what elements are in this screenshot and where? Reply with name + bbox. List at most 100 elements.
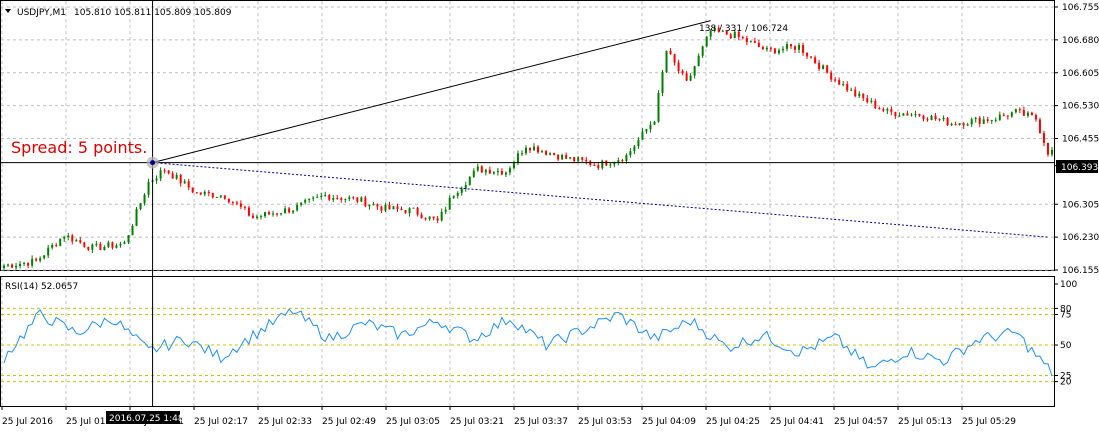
candle-body (890, 109, 893, 112)
candle-body (392, 206, 395, 210)
candle-body (589, 161, 592, 165)
candle-body (822, 65, 825, 70)
rsi-tick-label: 80 (1060, 304, 1072, 314)
candle-body (203, 191, 206, 195)
candle-body (468, 176, 471, 186)
candle-body (882, 109, 885, 111)
candle-body (63, 237, 66, 239)
candle-body (814, 57, 817, 63)
price-panel[interactable] (0, 0, 1055, 271)
candle-body (577, 157, 580, 162)
candle-body (328, 195, 331, 200)
candle-body (689, 75, 692, 81)
candle-body (902, 113, 905, 116)
rsi-tick-label: 100 (1060, 280, 1077, 290)
trendlines-layer[interactable] (1, 1, 1054, 406)
candle-body (794, 46, 797, 50)
candle-body (408, 208, 411, 214)
candle-body (404, 210, 407, 214)
time-tick-label: 25 Jul 05:13 (898, 417, 952, 427)
candle-body (549, 153, 552, 155)
rsi-panel[interactable] (0, 276, 1055, 407)
candle-body (251, 215, 254, 218)
candle-body (424, 218, 427, 220)
candle-body (1026, 112, 1029, 116)
candle-body (693, 66, 696, 76)
candle-body (705, 36, 708, 47)
candle-body (380, 206, 383, 211)
time-tick-label: 25 Jul 04:57 (834, 417, 888, 427)
candle-body (360, 197, 363, 202)
candle-body (300, 202, 303, 205)
symbol-dropdown-icon[interactable] (5, 9, 11, 13)
candle-body (195, 192, 198, 194)
candle-body (312, 197, 315, 199)
candle-body (942, 117, 945, 120)
candle-body (946, 117, 949, 126)
candle-body (520, 153, 523, 155)
candle-body (573, 157, 576, 162)
candle-body (930, 115, 933, 121)
candle-body (320, 196, 323, 198)
rsi-tick-label: 75 (1060, 311, 1071, 321)
candle-body (541, 151, 544, 153)
candle-body (123, 242, 126, 244)
candle-body (870, 100, 873, 103)
candle-body (179, 174, 182, 184)
candle-body (629, 151, 632, 156)
candle-body (127, 235, 130, 243)
candle-body (818, 62, 821, 70)
candle-body (324, 195, 327, 197)
candle-body (781, 48, 784, 51)
candle-body (533, 146, 536, 151)
candle-body (597, 165, 600, 169)
candle-body (842, 84, 845, 86)
candle-body (436, 218, 439, 221)
candle-body (376, 204, 379, 207)
candle-body (47, 247, 50, 256)
candle-body (296, 204, 299, 211)
candle-body (757, 42, 760, 47)
candle-body (1010, 112, 1013, 117)
candle-body (472, 170, 475, 177)
candle-body (99, 243, 102, 250)
candle-body (878, 108, 881, 110)
candle-body (1046, 142, 1049, 155)
candle-body (918, 114, 921, 116)
candles-layer[interactable] (3, 25, 1053, 272)
candle-body (553, 153, 556, 155)
candle-body (456, 192, 459, 196)
rsi-layer (3, 308, 1053, 377)
candle-body (163, 170, 166, 172)
candle-body (27, 262, 30, 266)
candle-body (95, 243, 98, 245)
candle-body (557, 154, 560, 160)
candle-body (773, 48, 776, 54)
candle-body (733, 31, 736, 39)
candle-body (769, 47, 772, 49)
candle-body (348, 197, 351, 200)
candle-body (215, 197, 218, 199)
candle-body (440, 211, 443, 221)
candle-body (87, 246, 90, 250)
candle-body (488, 169, 491, 174)
candle-body (79, 240, 82, 243)
candle-body (131, 225, 134, 236)
candle-body (625, 155, 628, 161)
candle-body (561, 154, 564, 160)
candle-body (922, 115, 925, 120)
candle-body (135, 209, 138, 226)
candle-body (986, 119, 989, 121)
candle-body (585, 159, 588, 162)
candle-body (508, 168, 511, 173)
candle-body (970, 119, 973, 125)
time-tick-label: 25 Jul 03:53 (578, 417, 632, 427)
candle-body (565, 154, 568, 159)
candle-body (167, 170, 170, 174)
candle-body (155, 178, 158, 181)
candle-body (978, 117, 981, 124)
candle-body (874, 100, 877, 109)
trendline-label: 138 / 331 / 106.724 (699, 24, 788, 34)
